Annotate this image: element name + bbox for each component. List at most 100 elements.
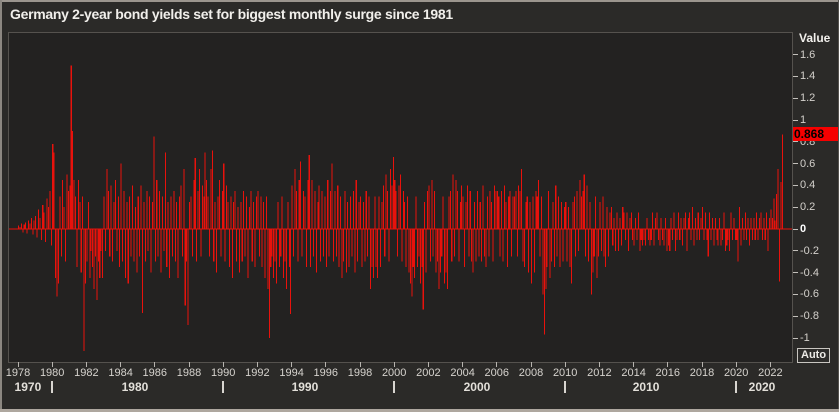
monthly-change-bar bbox=[676, 229, 678, 240]
monthly-change-bar bbox=[736, 229, 738, 240]
monthly-change-bar bbox=[491, 201, 493, 229]
monthly-change-bar bbox=[87, 201, 89, 229]
y-axis-tick-mark bbox=[793, 75, 798, 77]
x-axis-tick-mark bbox=[17, 362, 19, 367]
monthly-change-bar bbox=[110, 185, 112, 229]
monthly-change-bar bbox=[213, 229, 215, 262]
monthly-change-bar bbox=[522, 229, 524, 262]
monthly-change-bar bbox=[545, 229, 547, 289]
monthly-change-bar bbox=[404, 201, 406, 229]
monthly-change-bar bbox=[727, 229, 729, 240]
monthly-change-bar bbox=[629, 218, 631, 229]
monthly-change-bar bbox=[207, 196, 209, 229]
monthly-change-bar bbox=[198, 169, 201, 229]
y-axis-tick-mark bbox=[793, 97, 798, 99]
monthly-change-bar bbox=[763, 218, 765, 229]
monthly-change-bar bbox=[646, 218, 648, 229]
monthly-change-bar bbox=[538, 179, 540, 229]
monthly-change-bar bbox=[160, 229, 162, 273]
monthly-change-bar bbox=[751, 229, 753, 240]
monthly-change-bar bbox=[485, 229, 487, 268]
x-axis-tick-mark bbox=[393, 362, 395, 367]
monthly-change-bar bbox=[673, 212, 675, 229]
monthly-change-bar bbox=[580, 196, 582, 229]
monthly-change-bar bbox=[231, 229, 233, 279]
monthly-change-bar bbox=[42, 205, 44, 229]
monthly-change-bar bbox=[754, 229, 756, 240]
monthly-change-bar bbox=[542, 229, 544, 295]
monthly-change-bar bbox=[609, 212, 611, 229]
monthly-change-bar bbox=[47, 207, 49, 229]
monthly-change-bar bbox=[93, 229, 95, 289]
monthly-change-bar bbox=[441, 229, 443, 257]
monthly-change-bar bbox=[398, 185, 400, 229]
monthly-change-bar bbox=[263, 201, 265, 229]
auto-scale-button[interactable]: Auto bbox=[797, 348, 831, 363]
monthly-change-bar bbox=[642, 229, 644, 246]
monthly-change-bar bbox=[100, 229, 102, 251]
monthly-change-bar bbox=[469, 190, 471, 229]
monthly-change-bar bbox=[481, 229, 483, 262]
y-axis-tick-mark bbox=[793, 228, 798, 230]
decade-separator-tick bbox=[393, 381, 396, 393]
monthly-change-bar bbox=[32, 229, 34, 235]
monthly-change-bar bbox=[669, 229, 671, 251]
monthly-change-bar bbox=[756, 212, 758, 229]
bond-yield-bar-chart[interactable] bbox=[8, 32, 793, 363]
monthly-change-bar bbox=[540, 196, 543, 229]
y-axis-tick-mark bbox=[793, 337, 798, 339]
monthly-change-bar bbox=[684, 212, 686, 229]
monthly-change-bar bbox=[307, 179, 309, 229]
monthly-change-bar bbox=[285, 229, 287, 289]
monthly-change-bar bbox=[757, 229, 759, 240]
monthly-change-bar bbox=[153, 136, 155, 229]
monthly-change-bar bbox=[240, 201, 242, 229]
monthly-change-bar bbox=[369, 229, 372, 289]
monthly-change-bar bbox=[338, 229, 340, 268]
monthly-change-bar bbox=[526, 196, 528, 229]
monthly-change-bar bbox=[716, 229, 718, 240]
monthly-change-bar bbox=[66, 174, 68, 229]
monthly-change-bar bbox=[710, 229, 712, 240]
monthly-change-bar bbox=[395, 190, 397, 229]
plot-frame-top bbox=[8, 32, 793, 33]
monthly-change-bar bbox=[448, 196, 450, 229]
y-axis-tick-mark bbox=[793, 272, 798, 274]
window-edge-top bbox=[0, 0, 839, 2]
monthly-change-bar bbox=[709, 212, 711, 229]
monthly-change-bar bbox=[533, 229, 535, 273]
monthly-change-bar bbox=[417, 229, 419, 268]
monthly-change-bar bbox=[525, 201, 527, 229]
monthly-change-bar bbox=[368, 196, 370, 229]
monthly-change-bar bbox=[238, 229, 240, 273]
x-axis-year-label: 2014 bbox=[621, 367, 646, 379]
monthly-change-bar bbox=[707, 229, 709, 257]
monthly-change-bar bbox=[409, 229, 411, 284]
y-axis-tick-mark bbox=[793, 315, 798, 317]
monthly-change-bar bbox=[599, 201, 601, 229]
monthly-change-bar bbox=[781, 134, 783, 229]
monthly-change-bar bbox=[90, 229, 92, 251]
monthly-change-bar bbox=[154, 229, 156, 262]
monthly-change-bar bbox=[464, 229, 466, 268]
y-axis-tick-mark bbox=[793, 293, 798, 295]
monthly-change-bar bbox=[415, 196, 417, 229]
monthly-change-bar bbox=[647, 229, 649, 240]
monthly-change-bar bbox=[776, 194, 778, 229]
monthly-change-bar bbox=[539, 229, 541, 257]
monthly-change-bar bbox=[445, 229, 447, 273]
x-axis-tick-mark bbox=[769, 362, 771, 367]
monthly-change-bar bbox=[310, 229, 312, 268]
monthly-change-bar bbox=[278, 229, 280, 268]
monthly-change-bar bbox=[610, 207, 612, 229]
monthly-change-bar bbox=[170, 196, 172, 229]
monthly-change-bar bbox=[92, 229, 94, 268]
monthly-change-bar bbox=[327, 179, 329, 229]
monthly-change-bar bbox=[173, 190, 175, 229]
y-axis-tick-label: 0 bbox=[800, 223, 807, 235]
monthly-change-bar bbox=[733, 218, 735, 229]
monthly-change-bar bbox=[257, 190, 259, 229]
monthly-change-bar bbox=[318, 185, 320, 229]
monthly-change-bar bbox=[693, 229, 695, 246]
y-axis-tick-label: 1.2 bbox=[800, 92, 816, 105]
